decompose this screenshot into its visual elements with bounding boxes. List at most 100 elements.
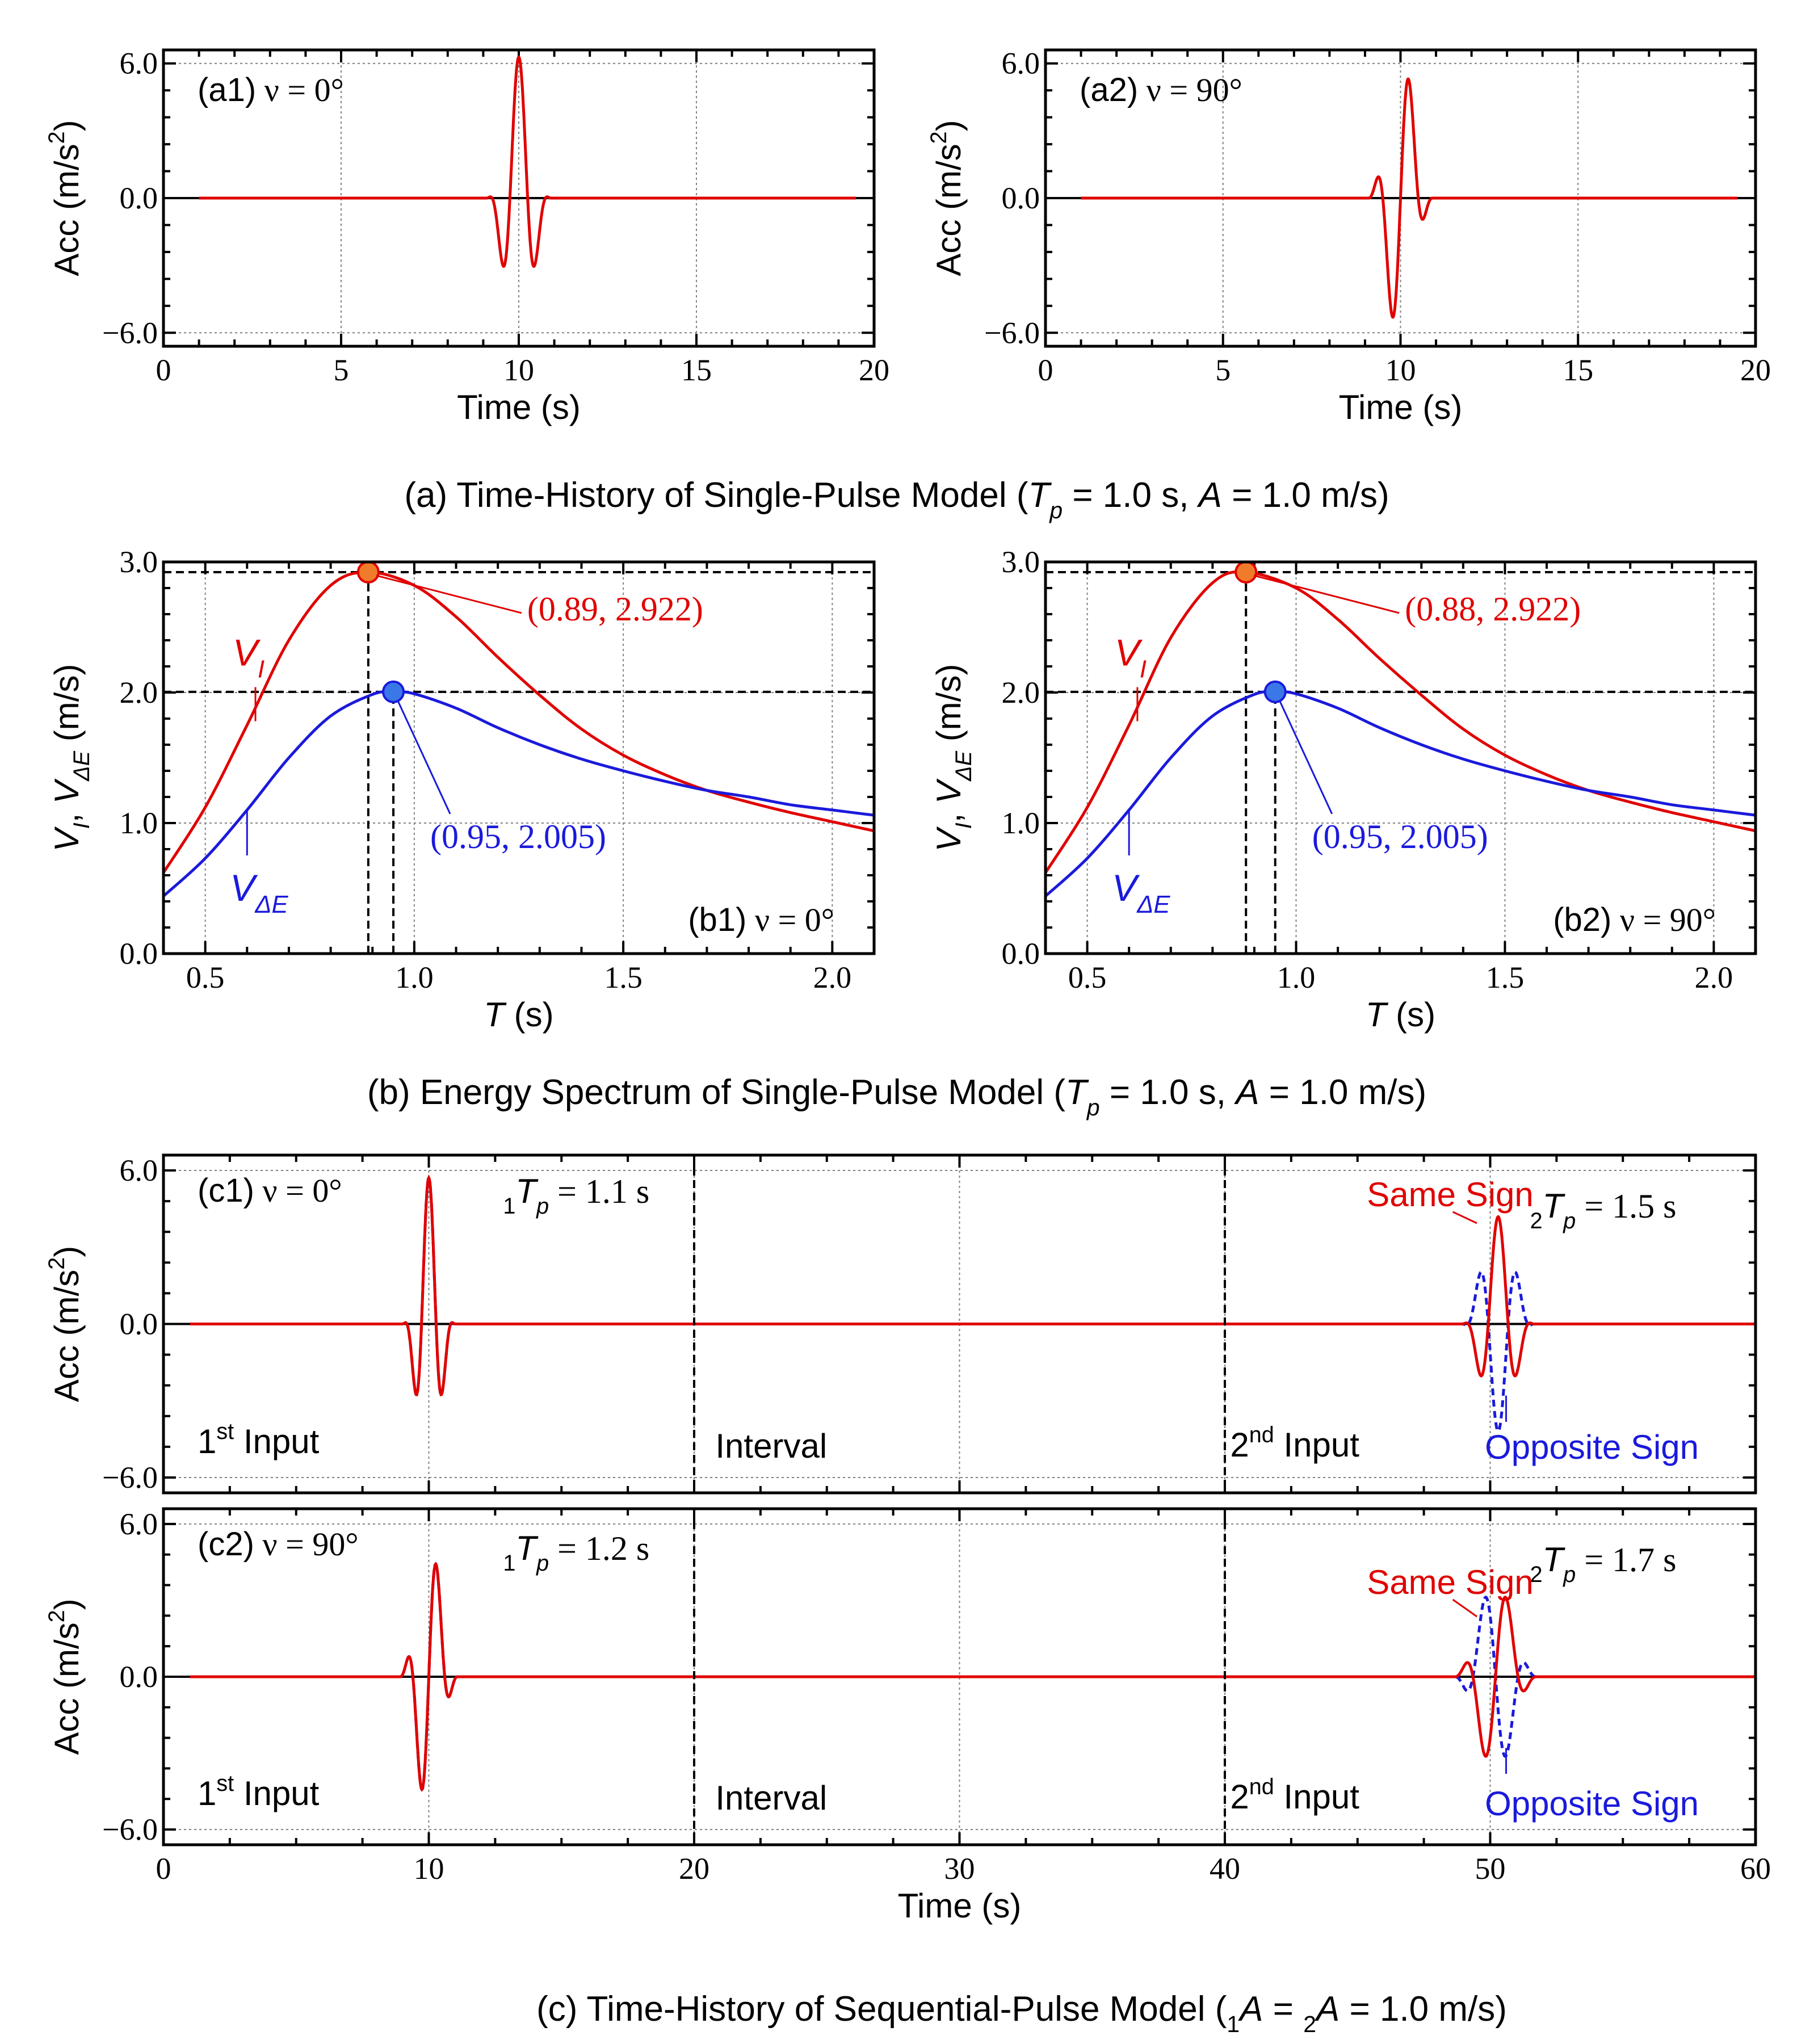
y-axis-label: VI, VΔE (m/s) xyxy=(930,664,976,852)
x-tick-label: 0.5 xyxy=(1068,960,1107,994)
y-tick-label: −6.0 xyxy=(102,1812,158,1846)
x-tick-label: 1.0 xyxy=(1277,960,1316,994)
series-line-same-sign xyxy=(190,1174,1756,1397)
annotation-label: (0.95, 2.005) xyxy=(1312,818,1488,855)
y-tick-label: 6.0 xyxy=(120,1507,158,1541)
x-tick-label: 2.0 xyxy=(813,960,852,994)
caption-c: (c) Time-History of Sequential-Pulse Mod… xyxy=(536,1990,1507,2037)
y-tick-label: 2.0 xyxy=(120,675,158,710)
x-tick-label: 0 xyxy=(156,1852,171,1886)
plot-frame xyxy=(162,48,876,348)
panel-label: (c2) ν = 90° xyxy=(198,1526,359,1563)
period-label: 2Tp = 1.7 s xyxy=(1530,1541,1677,1587)
x-tick-label: 2.0 xyxy=(1695,960,1733,994)
y-tick-label: −6.0 xyxy=(102,1460,158,1495)
x-tick-label: 15 xyxy=(1563,353,1593,387)
y-tick-label: 6.0 xyxy=(1002,47,1040,81)
panel-label: (a1) ν = 0° xyxy=(198,72,344,108)
annotation-label: (0.89, 2.922) xyxy=(527,590,703,628)
series-label: VΔE xyxy=(1112,867,1170,918)
x-axis-label: T (s) xyxy=(484,996,553,1034)
y-tick-label: −6.0 xyxy=(102,316,158,350)
plot-area xyxy=(163,570,874,954)
y-tick-label: 3.0 xyxy=(1002,545,1040,579)
panel-a1: 0 5 10 15 20 −6.0 0.0 6.0 Time (s) Acc (m/s2) (a1)… xyxy=(44,47,889,426)
series-line xyxy=(199,55,856,268)
series-line xyxy=(1081,77,1738,319)
segment-label: Interval xyxy=(715,1779,827,1817)
panel-b2: 0.5 1.0 1.5 2.0 0.0 1.0 2.0 3.0 T (s) VI, VΔE (m/… xyxy=(930,545,1757,1034)
x-tick-label: 20 xyxy=(679,1852,709,1886)
plot-area xyxy=(190,1174,1756,1433)
segment-label: 1st Input xyxy=(198,1771,320,1812)
annotation-label: (0.95, 2.005) xyxy=(430,818,606,855)
x-tick-label: 0 xyxy=(156,353,171,387)
x-axis-label: Time (s) xyxy=(457,388,581,426)
marker-point xyxy=(1234,560,1258,584)
x-tick-label: 0 xyxy=(1038,353,1053,387)
y-tick-label: 1.0 xyxy=(1002,806,1040,840)
plot-area xyxy=(190,1562,1756,1792)
panel-a2: 0 5 10 15 20 −6.0 0.0 6.0 Time (s) Acc (m/s2) (a2)… xyxy=(926,47,1771,426)
x-axis-label: T (s) xyxy=(1366,996,1435,1034)
x-tick-label: 40 xyxy=(1210,1852,1240,1886)
plot-frame xyxy=(1044,560,1757,955)
y-axis-label: Acc (m/s2) xyxy=(44,1246,86,1402)
marker-point xyxy=(382,680,405,703)
x-tick-label: 15 xyxy=(681,353,712,387)
segment-label: 2nd Input xyxy=(1230,1422,1359,1464)
plot-frame xyxy=(162,1153,1757,1495)
panel-c1: −6.0 0.0 6.0 Acc (m/s2) (c1) ν = 0° 1Tp = 1.1… xyxy=(44,1153,1757,1495)
segment-label: Interval xyxy=(715,1427,827,1465)
y-axis-label: VI, VΔE (m/s) xyxy=(48,664,94,852)
x-tick-label: 5 xyxy=(1215,353,1231,387)
period-label: 1Tp = 1.2 s xyxy=(503,1529,649,1576)
x-tick-label: 50 xyxy=(1475,1852,1506,1886)
series-line-same-sign xyxy=(190,1562,1756,1792)
y-tick-label: 6.0 xyxy=(120,47,158,81)
series-line-vde xyxy=(1045,690,1756,897)
annotation-leader xyxy=(1253,574,1400,614)
panel-label: (a2) ν = 90° xyxy=(1080,72,1242,108)
segment-label: 1st Input xyxy=(198,1419,320,1460)
y-tick-label: 0.0 xyxy=(120,1660,158,1694)
x-tick-label: 20 xyxy=(1740,353,1771,387)
y-tick-label: 3.0 xyxy=(120,545,158,579)
x-tick-label: 1.5 xyxy=(604,960,643,994)
period-label: 1Tp = 1.1 s xyxy=(503,1172,649,1219)
caption-b: (b) Energy Spectrum of Single-Pulse Mode… xyxy=(367,1073,1426,1120)
x-tick-label: 10 xyxy=(1385,353,1416,387)
x-tick-label: 10 xyxy=(503,353,534,387)
x-tick-label: 60 xyxy=(1740,1852,1771,1886)
x-tick-label: 10 xyxy=(414,1852,444,1886)
annotation-leader xyxy=(376,574,522,614)
y-tick-label: 0.0 xyxy=(1002,937,1040,971)
plot-frame xyxy=(1044,48,1757,348)
y-tick-label: 0.0 xyxy=(120,937,158,971)
plot-area xyxy=(199,55,856,268)
x-tick-label: 1.5 xyxy=(1486,960,1525,994)
legend-leader xyxy=(1452,1211,1477,1224)
x-tick-label: 0.5 xyxy=(186,960,225,994)
x-axis-label: Time (s) xyxy=(898,1887,1022,1925)
plot-frame xyxy=(162,1507,1757,1846)
series-label: VI xyxy=(1115,632,1147,683)
annotation-leader xyxy=(397,700,451,815)
panel-b1: 0.5 1.0 1.5 2.0 0.0 1.0 2.0 3.0 T (s) VI, VΔE (m/… xyxy=(48,545,876,1034)
plot-area xyxy=(1045,570,1756,954)
y-axis-label: Acc (m/s2) xyxy=(44,1598,86,1755)
x-tick-label: 5 xyxy=(334,353,349,387)
legend-opposite-sign: Opposite Sign xyxy=(1485,1785,1699,1823)
y-axis-label: Acc (m/s2) xyxy=(44,120,86,276)
x-tick-label: 1.0 xyxy=(395,960,434,994)
x-tick-label: 20 xyxy=(859,353,889,387)
series-label: VΔE xyxy=(230,867,288,918)
series-line-vi xyxy=(1045,570,1756,874)
y-tick-label: 0.0 xyxy=(120,181,158,215)
legend-opposite-sign: Opposite Sign xyxy=(1485,1428,1699,1466)
panel-label: (c1) ν = 0° xyxy=(198,1172,342,1209)
panel-c2: 0 10 20 30 40 50 60 −6.0 0.0 6.0 Time (s) Acc (m/s2… xyxy=(44,1507,1771,1925)
y-axis-label: Acc (m/s2) xyxy=(926,120,968,276)
legend-leader xyxy=(1452,1598,1477,1618)
